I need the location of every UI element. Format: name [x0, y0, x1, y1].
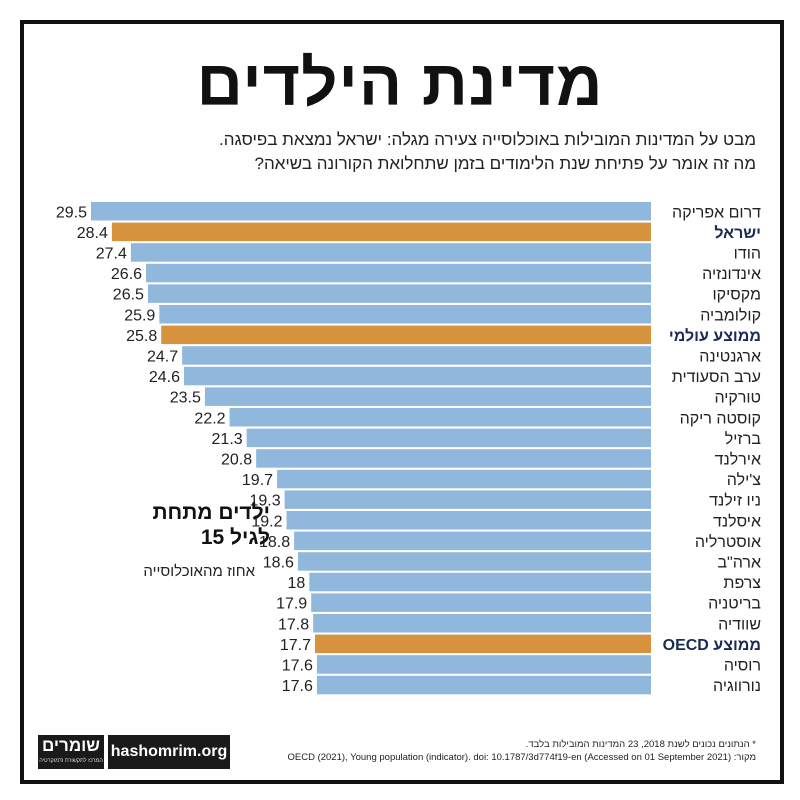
category-label: ברזיל	[725, 430, 762, 448]
bar-value-label: 24.7	[147, 348, 178, 365]
bar	[161, 325, 651, 345]
bar-value-label: 17.8	[278, 616, 309, 633]
bar	[256, 449, 651, 468]
bar-value-label: 17.9	[276, 596, 307, 613]
chart-series-label: ילדים מתחת לגיל 15	[70, 500, 270, 550]
bar	[284, 490, 651, 509]
category-label: ערב הסעודית	[672, 369, 761, 386]
bar	[130, 243, 652, 262]
category-label: הודו	[734, 245, 761, 262]
bar-value-label: 24.6	[149, 369, 180, 386]
bar	[316, 675, 651, 695]
category-label: ארגנטינה	[699, 348, 761, 365]
bar	[91, 202, 651, 221]
footnote-note: * הנתונים נכונים לשנת 2018, 23 המדינות ה…	[525, 739, 756, 750]
bar-value-label: 26.6	[111, 266, 142, 283]
bar-value-label: 17.7	[280, 637, 311, 654]
category-label: ממוצע עולמי	[669, 327, 761, 345]
bar-value-label: 23.5	[170, 390, 201, 407]
bar-value-label: 20.8	[221, 451, 252, 468]
shomrim-logo: שומרים המרכז לתקשורת ודמוקרטיה	[38, 735, 104, 769]
category-label: בריטניה	[708, 596, 761, 613]
bar-value-label: 25.8	[126, 328, 157, 345]
bar	[146, 263, 651, 283]
chart-series-label-line-1: ילדים מתחת	[152, 501, 270, 524]
category-label: קולומביה	[700, 306, 761, 324]
bar-value-label: 18.6	[263, 554, 294, 571]
chart-series-label-line-2: לגיל 15	[200, 526, 270, 549]
bar-value-label: 26.5	[113, 287, 144, 304]
subtitle-line-2: מה זה אומר על פתיחת שנת הלימודים בזמן שת…	[254, 154, 756, 173]
bar-value-label: 19.3	[249, 493, 280, 510]
page-title: מדינת הילדים	[196, 47, 604, 119]
bar	[313, 614, 651, 633]
category-label: צ'ילה	[727, 471, 762, 489]
bar	[184, 366, 651, 386]
category-label: אינדונזיה	[702, 266, 761, 283]
category-label: מקסיקו	[712, 287, 761, 304]
bar-value-label: 18.8	[259, 534, 290, 551]
subtitle-line-1: מבט על המדינות המובילות באוכלוסייה צעירה…	[218, 130, 756, 149]
category-label: ממוצע OECD	[663, 637, 761, 654]
bar-value-label: 29.5	[56, 204, 87, 221]
chart-unit-label: אחוז מהאוכלוסייה	[143, 563, 255, 580]
category-label: ישראל	[714, 224, 761, 242]
subtitle: מבט על המדינות המובילות באוכלוסייה צעירה…	[36, 128, 756, 176]
bar	[111, 222, 652, 242]
category-label: רוסיה	[724, 657, 761, 674]
category-label: טורקיה	[714, 390, 761, 407]
bar	[294, 531, 651, 551]
category-label: נורווגיה	[713, 678, 761, 695]
bar-value-label: 28.4	[77, 225, 108, 242]
footnote: * הנתונים נכונים לשנת 2018, 23 המדינות ה…	[236, 738, 756, 764]
bar	[311, 593, 651, 612]
bar	[315, 634, 651, 654]
bar-value-label: 18	[288, 575, 306, 592]
bar	[229, 408, 651, 427]
logo-subtext: המרכז לתקשורת ודמוקרטיה	[39, 758, 103, 764]
site-link[interactable]: hashomrim.org	[108, 735, 230, 769]
bar-value-label: 19.2	[251, 513, 282, 530]
category-label: קוסטה ריקה	[680, 410, 761, 427]
bar	[297, 552, 651, 571]
bar-value-label: 19.7	[242, 472, 273, 489]
category-label: איסלנד	[713, 512, 761, 530]
bar	[204, 387, 651, 406]
category-label: דרום אפריקה	[672, 204, 761, 221]
bar	[286, 511, 651, 530]
bar	[159, 305, 651, 324]
bar	[182, 346, 651, 365]
bar	[277, 469, 651, 489]
bar-value-label: 25.9	[124, 307, 155, 324]
bar-value-label: 21.3	[212, 431, 243, 448]
bar-value-label: 22.2	[194, 410, 225, 427]
bar	[246, 428, 651, 448]
bar	[309, 572, 651, 592]
bar	[316, 655, 651, 674]
category-label: ארה"ב	[717, 554, 761, 571]
footnote-source-prefix: מקור:	[733, 752, 756, 763]
category-label: אירלנד	[715, 450, 761, 468]
category-label: ניו זילנד	[709, 492, 761, 510]
bar	[147, 284, 651, 303]
logo-text: שומרים	[42, 736, 100, 755]
footnote-source: מקור: OECD (2021), Young population (ind…	[236, 751, 756, 764]
bar-value-label: 17.6	[282, 657, 313, 674]
category-label: צרפת	[723, 575, 761, 592]
bar-value-label: 27.4	[96, 245, 127, 262]
footnote-source-text: OECD (2021), Young population (indicator…	[287, 752, 732, 763]
bar-value-label: 17.6	[282, 678, 313, 695]
category-label: אוסטרליה	[695, 533, 761, 551]
category-label: שוודיה	[718, 616, 761, 633]
